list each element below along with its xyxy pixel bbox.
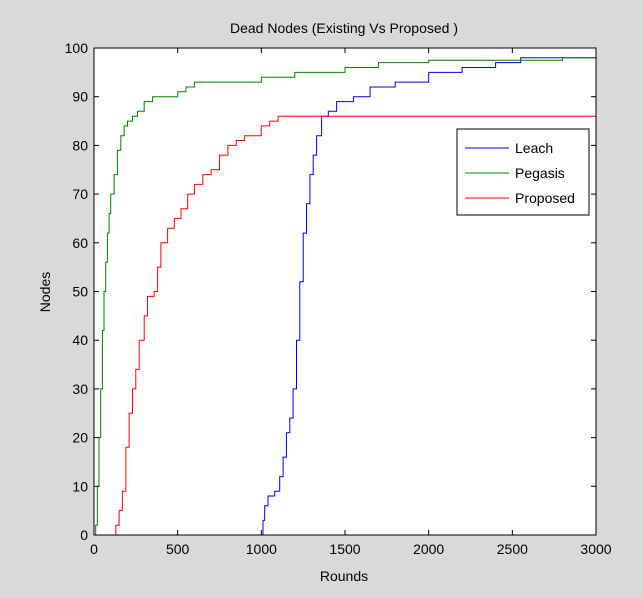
- x-tick-label: 2500: [497, 541, 528, 557]
- x-tick-label: 3000: [580, 541, 611, 557]
- legend: Leach Pegasis Proposed: [456, 128, 590, 216]
- y-tick-label: 80: [72, 137, 88, 153]
- chart-title: Dead Nodes (Existing Vs Proposed ): [230, 20, 458, 36]
- series-line-pegasis: [94, 57, 596, 535]
- x-tick-label: 1500: [329, 541, 360, 557]
- x-tick-label: 0: [90, 541, 98, 557]
- y-tick-label: 50: [72, 284, 88, 300]
- y-tick-label: 40: [72, 332, 88, 348]
- y-tick-label: 0: [80, 527, 88, 543]
- y-tick-label: 30: [72, 381, 88, 397]
- y-tick-label: 70: [72, 186, 88, 202]
- y-tick-label: 10: [72, 478, 88, 494]
- series-line-leach: [94, 57, 596, 535]
- plot-area: 0 500 1000 1500 2000 2500 3000 0 10 20 30 40 50 60 70 8…: [65, 40, 612, 557]
- x-tick-label: 2000: [413, 541, 444, 557]
- series-line-proposed: [94, 115, 596, 535]
- legend-label-leach: Leach: [515, 140, 553, 156]
- x-axis-label: Rounds: [320, 568, 368, 584]
- legend-label-pegasis: Pegasis: [515, 165, 565, 181]
- legend-box: [456, 128, 590, 216]
- y-tick-label: 100: [65, 40, 89, 56]
- x-tick-label: 1000: [246, 541, 277, 557]
- x-tick-label: 500: [166, 541, 190, 557]
- y-tick-label: 90: [72, 89, 88, 105]
- y-axis-label: Nodes: [37, 272, 53, 312]
- y-tick-label: 60: [72, 235, 88, 251]
- legend-label-proposed: Proposed: [515, 190, 575, 206]
- plot-background: [94, 48, 596, 535]
- y-tick-label: 20: [72, 430, 88, 446]
